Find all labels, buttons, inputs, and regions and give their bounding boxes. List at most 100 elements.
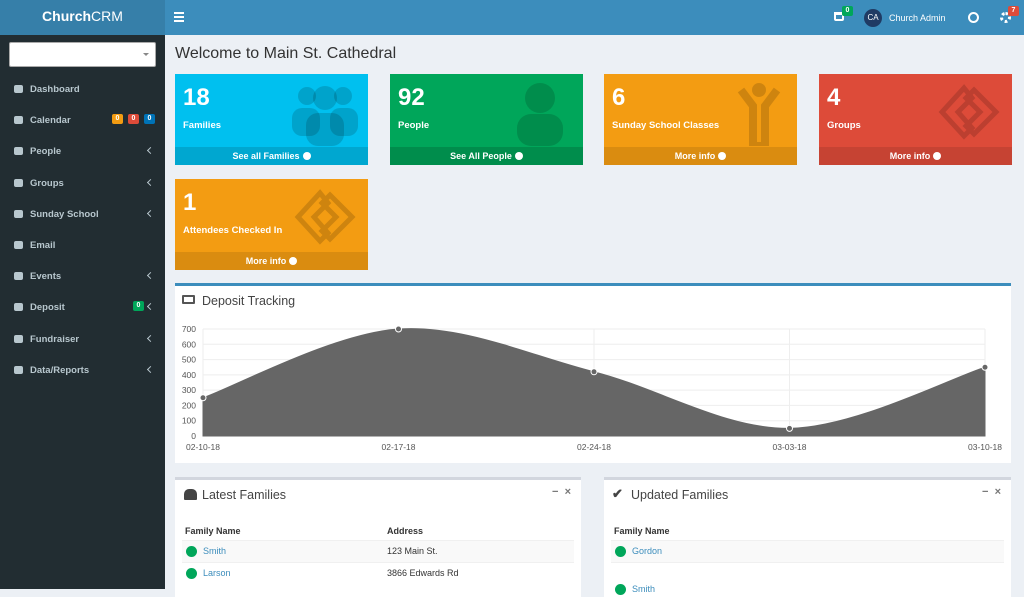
stat-footer[interactable]: More info bbox=[604, 147, 797, 165]
stat-box: 4 Groups More info bbox=[819, 74, 1012, 165]
topbar bbox=[0, 0, 1024, 35]
arrow-icon bbox=[718, 152, 727, 160]
menu-badge: 0 bbox=[128, 114, 139, 125]
menu-label: Sunday School bbox=[30, 208, 99, 220]
globe-icon[interactable] bbox=[968, 12, 979, 23]
panel-tools[interactable]: − × bbox=[552, 486, 571, 498]
box-icon bbox=[934, 80, 1004, 146]
menu-label: Fundraiser bbox=[30, 333, 80, 345]
menu-item[interactable]: Fundraiser bbox=[0, 332, 165, 348]
settings-badge: 7 bbox=[1008, 6, 1019, 16]
stat-footer[interactable]: More info bbox=[819, 147, 1012, 165]
menu-label: Groups bbox=[30, 177, 64, 189]
menu-icon bbox=[14, 178, 23, 187]
chevron bbox=[146, 147, 155, 155]
sidebar: Dashboard Calendar 0 0 0 People Groups Sunday S… bbox=[0, 35, 165, 589]
stat-value: 92 bbox=[398, 84, 425, 111]
brand-bold: Church bbox=[42, 8, 92, 24]
stat-footer[interactable]: See all Families bbox=[175, 147, 368, 165]
search-select[interactable] bbox=[9, 42, 156, 67]
footer-link[interactable]: More info bbox=[674, 151, 716, 161]
point bbox=[395, 325, 402, 333]
menu-label: Calendar bbox=[30, 115, 71, 127]
y-tick-label: 300 bbox=[182, 385, 196, 395]
brand-light: CRM bbox=[91, 8, 123, 24]
arrow-icon bbox=[302, 152, 311, 160]
box-icon bbox=[290, 80, 360, 146]
stat-footer[interactable]: More info bbox=[175, 252, 368, 270]
page-title: Welcome to Main St. Cathedral bbox=[175, 45, 397, 62]
menu-item[interactable]: Calendar 0 0 0 bbox=[0, 113, 165, 129]
stat-footer[interactable]: See All People bbox=[390, 147, 583, 165]
box-icon bbox=[719, 80, 789, 150]
stat-label: Families bbox=[183, 120, 222, 131]
menu-item[interactable]: Dashboard bbox=[0, 82, 165, 98]
chevron bbox=[146, 209, 155, 217]
menu-item[interactable]: Deposit 0 bbox=[0, 300, 165, 316]
stat-box: 6 Sunday School Classes More info bbox=[604, 74, 797, 165]
settings-icon[interactable] bbox=[1000, 12, 1011, 23]
menu-item[interactable]: Data/Reports bbox=[0, 363, 165, 379]
menu-badge: 0 bbox=[112, 114, 123, 125]
x-tick-label: 03-10-18 bbox=[968, 442, 1002, 452]
stat-box: 1 Attendees Checked In More info bbox=[175, 179, 368, 270]
footer-link[interactable]: More info bbox=[889, 151, 931, 161]
add-icon[interactable] bbox=[615, 584, 626, 595]
money-icon bbox=[182, 295, 195, 304]
menu-label: People bbox=[30, 146, 62, 158]
y-tick-label: 200 bbox=[182, 400, 196, 410]
column-header: Family Name bbox=[614, 526, 670, 536]
stat-box: 92 People See All People bbox=[390, 74, 583, 165]
chevron bbox=[146, 334, 155, 342]
y-tick-label: 600 bbox=[182, 339, 196, 349]
menu-item[interactable]: Groups bbox=[0, 176, 165, 192]
family-link[interactable]: Smith bbox=[203, 546, 227, 556]
footer-link[interactable]: See All People bbox=[450, 151, 512, 161]
menu-label: Events bbox=[30, 271, 62, 283]
address: 3866 Edwards Rd bbox=[387, 568, 459, 578]
cart-icon[interactable] bbox=[834, 12, 844, 21]
column-header: Family Name bbox=[185, 526, 241, 536]
latest-families-panel: Latest Families − × Family Name Address Sm… bbox=[175, 477, 581, 597]
menu-icon bbox=[14, 272, 23, 281]
add-icon[interactable] bbox=[186, 568, 197, 579]
menu-icon bbox=[14, 209, 23, 218]
add-icon[interactable] bbox=[615, 546, 626, 557]
brand[interactable]: ChurchCRM bbox=[0, 0, 165, 35]
chevron bbox=[146, 272, 155, 280]
check-icon: ✔ bbox=[612, 486, 623, 501]
avatar[interactable]: CA bbox=[864, 9, 882, 27]
menu-item[interactable]: Events bbox=[0, 269, 165, 285]
table-row bbox=[611, 562, 1004, 584]
y-tick-label: 500 bbox=[182, 355, 196, 365]
address: 123 Main St. bbox=[387, 546, 438, 556]
footer-link[interactable]: See all Families bbox=[232, 151, 300, 161]
family-link[interactable]: Larson bbox=[203, 568, 231, 578]
add-icon[interactable] bbox=[186, 546, 197, 557]
user-name[interactable]: Church Admin bbox=[889, 13, 946, 23]
menu-label: Dashboard bbox=[30, 84, 80, 95]
menu-item[interactable]: Sunday School bbox=[0, 207, 165, 223]
updated-families-panel: ✔ Updated Families − × Family Name Gordon… bbox=[604, 477, 1011, 597]
panel-title: Updated Families bbox=[631, 488, 729, 502]
menu-icon bbox=[14, 147, 23, 156]
family-link[interactable]: Smith bbox=[632, 584, 656, 594]
menu-badge: 0 bbox=[144, 114, 155, 125]
menu-icon bbox=[14, 85, 23, 93]
box-icon bbox=[290, 185, 360, 251]
menu-toggle[interactable] bbox=[174, 12, 184, 22]
stat-label: Groups bbox=[827, 120, 861, 131]
panel-tools[interactable]: − × bbox=[982, 486, 1001, 498]
menu-icon bbox=[14, 116, 23, 125]
stat-value: 6 bbox=[612, 84, 626, 111]
family-link[interactable]: Gordon bbox=[632, 546, 663, 556]
arrow-icon bbox=[933, 152, 942, 160]
menu-item[interactable]: Email bbox=[0, 238, 165, 254]
y-tick-label: 100 bbox=[182, 416, 196, 426]
table-row bbox=[182, 562, 574, 584]
menu-item[interactable]: People bbox=[0, 144, 165, 160]
x-tick-label: 02-17-18 bbox=[381, 442, 415, 452]
point bbox=[199, 394, 207, 402]
footer-link[interactable]: More info bbox=[245, 256, 287, 266]
y-tick-label: 700 bbox=[182, 324, 196, 334]
